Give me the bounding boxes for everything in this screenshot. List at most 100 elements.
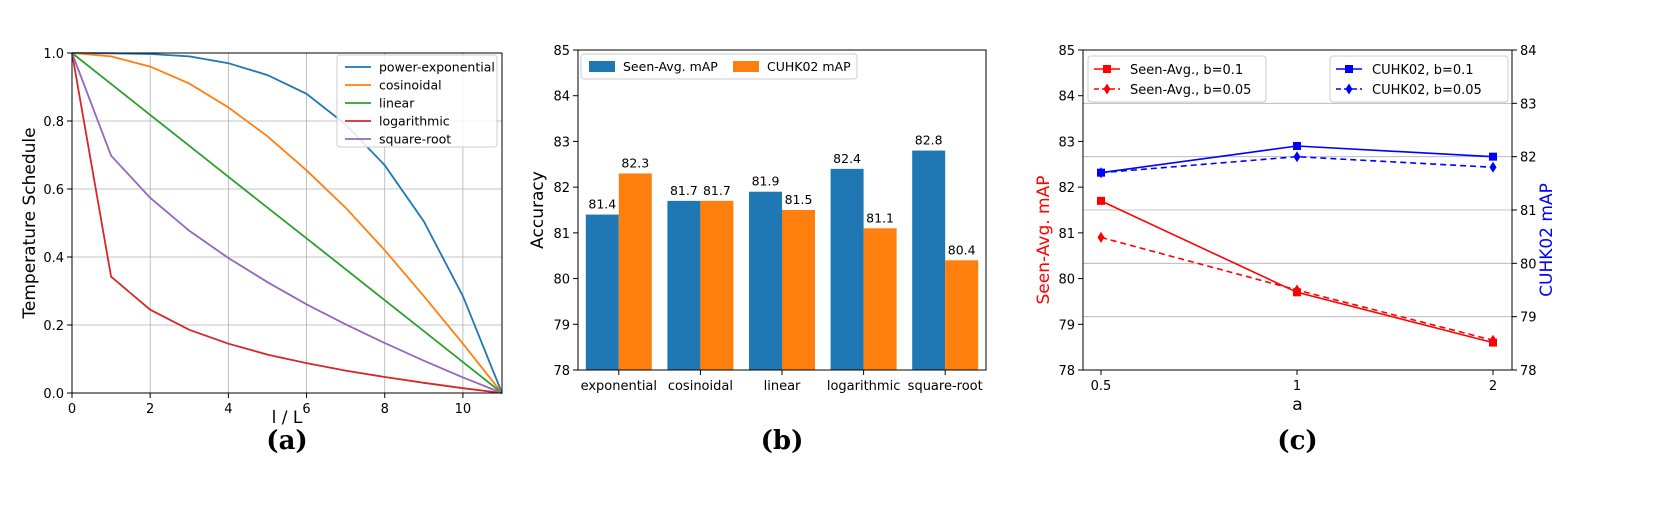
bar-CUHK02 mAP-square-root <box>945 260 979 370</box>
legend-label-0: Seen-Avg. mAP <box>623 59 718 74</box>
panel-label-c: (c) <box>1277 426 1317 456</box>
legend-swatch-1 <box>733 61 759 72</box>
bar-value-label-1-0: 82.3 <box>621 155 649 170</box>
y-tick-label-5: 83 <box>1058 135 1075 150</box>
x-tick-label-2: 4 <box>224 402 232 417</box>
bar-value-label-0-4: 82.8 <box>915 133 943 148</box>
bar-Seen-Avg. mAP-linear <box>749 191 782 370</box>
y-tick-label-2: 80 <box>1058 273 1075 288</box>
marker-0-0 <box>1097 196 1105 205</box>
legend-marker-1 <box>1103 83 1111 95</box>
plot-frame <box>577 49 987 371</box>
y-axis-label: Accuracy <box>528 171 548 249</box>
y-tick-label-6: 84 <box>1058 90 1075 105</box>
y-tick-label-1: 79 <box>553 318 570 333</box>
panel-c-chart: 0.5 1 2 78 79 80 81 82 83 84 85 78 79 80 81 82 83 84 a Seen… <box>1034 44 1557 456</box>
y-tick-label-5: 83 <box>553 135 570 150</box>
plot-frame <box>71 52 503 394</box>
bar-value-label-0-1: 81.7 <box>670 183 698 198</box>
bar-Seen-Avg. mAP-exponential <box>585 214 619 370</box>
legend-box-left <box>1087 55 1267 103</box>
bar-value-label-1-3: 81.1 <box>866 210 894 225</box>
y-tick-label-0: 78 <box>553 364 570 379</box>
y2-tick-label-2: 80 <box>1520 257 1537 272</box>
y2-tick-label-1: 79 <box>1520 311 1537 326</box>
legend-box <box>336 54 498 148</box>
y-axis-label: Temperature Schedule <box>20 127 40 319</box>
x-tick-label-3: logarithmic <box>827 379 901 394</box>
y-tick-label-2: 0.4 <box>43 251 64 266</box>
bar-value-label-0-0: 81.4 <box>588 197 616 212</box>
x-axis-label: l / L <box>272 408 303 428</box>
y-tick-label-2: 80 <box>553 273 570 288</box>
y-tick-label-6: 84 <box>553 90 570 105</box>
legend-marker-3 <box>1345 83 1353 95</box>
x-tick-label-1: 1 <box>1293 379 1301 394</box>
marker-1-0 <box>1097 231 1105 243</box>
y-tick-label-7: 85 <box>1058 44 1075 59</box>
y-tick-label-1: 0.2 <box>43 319 64 334</box>
legend-marker-0 <box>1103 65 1111 73</box>
y2-tick-label-5: 83 <box>1520 97 1537 112</box>
legend-label-1: Seen-Avg., b=0.05 <box>1130 83 1251 98</box>
legend-label-2: CUHK02, b=0.1 <box>1372 63 1474 78</box>
bar-value-label-0-3: 82.4 <box>833 151 861 166</box>
marker-3-0 <box>1097 167 1105 179</box>
y-tick-label-0: 0.0 <box>43 387 64 402</box>
bar-value-label-1-2: 81.5 <box>785 192 813 207</box>
y-tick-label-5: 1.0 <box>43 47 64 62</box>
legend-label-4: square-root <box>379 132 451 147</box>
panel-a-chart: 0 2 4 6 8 10 0.0 0.2 0.4 0.6 0.8 1.0 l / L Temperatur… <box>20 47 503 456</box>
x-tick-label-5: 10 <box>455 402 472 417</box>
series-line-cosinoidal <box>71 52 503 394</box>
x-tick-label-3: 6 <box>302 402 310 417</box>
bar-Seen-Avg. mAP-logarithmic <box>830 168 864 370</box>
y-tick-label-3: 0.6 <box>43 183 64 198</box>
y-tick-label-4: 82 <box>553 181 570 196</box>
marker-1-2 <box>1489 334 1497 346</box>
x-tick-label-1: cosinoidal <box>668 379 733 394</box>
legend-label-1: CUHK02 mAP <box>767 59 851 74</box>
series-line-logarithmic <box>71 52 503 394</box>
legend-label-0: Seen-Avg., b=0.1 <box>1130 63 1243 78</box>
series-line-square-root <box>71 52 503 394</box>
bar-CUHK02 mAP-linear <box>782 210 815 370</box>
legend-label-1: cosinoidal <box>379 78 442 93</box>
y-tick-label-4: 82 <box>1058 181 1075 196</box>
bar-Seen-Avg. mAP-square-root <box>912 150 946 370</box>
series-line-linear <box>71 52 503 394</box>
x-tick-label-2: linear <box>764 379 801 394</box>
legend-marker-2 <box>1345 65 1353 73</box>
y-tick-label-0: 78 <box>1058 364 1075 379</box>
y-tick-label-3: 81 <box>1058 227 1075 242</box>
x-tick-label-4: square-root <box>908 379 983 394</box>
panel-b-chart: 81.4 82.3 exponential 81.7 81.7 cosinoidal 81.… <box>528 44 987 456</box>
y-tick-label-7: 85 <box>553 44 570 59</box>
marker-3-1 <box>1293 151 1301 163</box>
y2-tick-label-3: 81 <box>1520 204 1537 219</box>
y2-tick-label-0: 78 <box>1520 364 1537 379</box>
bar-CUHK02 mAP-logarithmic <box>863 228 897 370</box>
panel-label-b: (b) <box>761 426 804 456</box>
x-tick-label-0: exponential <box>581 379 657 394</box>
y-axis-label-right: CUHK02 mAP <box>1537 183 1557 297</box>
x-tick-label-4: 8 <box>381 402 389 417</box>
bar-value-label-1-4: 80.4 <box>948 242 976 257</box>
marker-3-2 <box>1489 161 1497 173</box>
x-tick-label-0: 0.5 <box>1091 379 1112 394</box>
bar-value-label-1-1: 81.7 <box>703 183 731 198</box>
y2-tick-label-6: 84 <box>1520 44 1537 59</box>
bar-CUHK02 mAP-exponential <box>618 173 652 370</box>
bar-Seen-Avg. mAP-cosinoidal <box>667 200 701 370</box>
y-axis-label-left: Seen-Avg. mAP <box>1034 176 1054 305</box>
legend-swatch-0 <box>589 61 615 72</box>
y-tick-label-4: 0.8 <box>43 115 64 130</box>
legend-label-3: logarithmic <box>379 114 450 129</box>
marker-1-1 <box>1293 284 1301 296</box>
legend-label-3: CUHK02, b=0.05 <box>1372 83 1482 98</box>
marker-2-1 <box>1293 142 1301 150</box>
x-tick-label-2: 2 <box>1489 379 1497 394</box>
legend-label-0: power-exponential <box>379 60 495 75</box>
series-line-3 <box>1100 155 1494 174</box>
